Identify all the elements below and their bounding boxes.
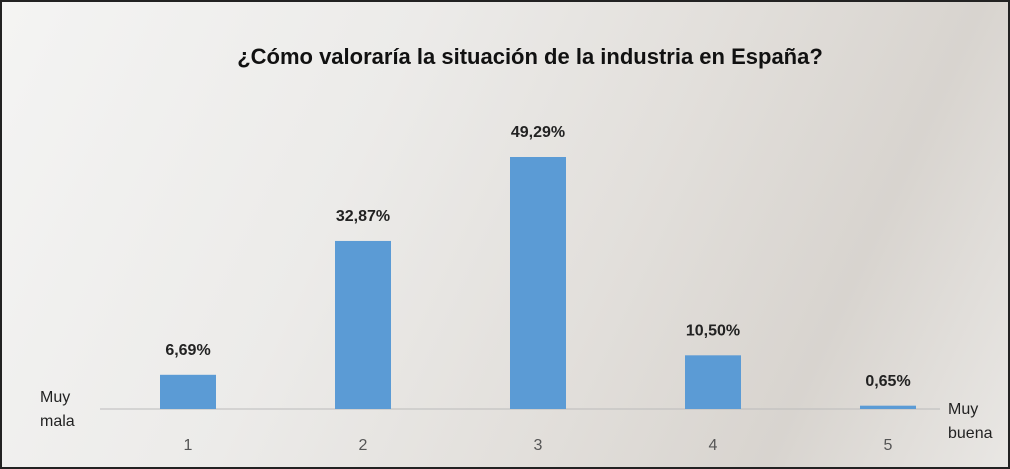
chart-title: ¿Cómo valoraría la situación de la indus… [237, 44, 823, 69]
data-label: 10,50% [686, 323, 740, 340]
x-tick-label: 2 [359, 437, 368, 454]
bar [685, 355, 741, 409]
annotation: Muy buena [948, 401, 993, 442]
data-label: 49,29% [511, 124, 565, 141]
x-tick-label: 4 [709, 437, 718, 454]
x-tick-label: 1 [184, 437, 193, 454]
data-label: 6,69% [165, 342, 210, 359]
bar [510, 157, 566, 409]
annotation: Muy mala [40, 389, 75, 430]
x-tick-label: 3 [534, 437, 543, 454]
x-tick-label: 5 [884, 437, 893, 454]
data-label: 0,65% [865, 373, 910, 390]
bar [160, 374, 216, 409]
bar [860, 405, 916, 409]
bar [335, 240, 391, 409]
data-label: 32,87% [336, 208, 390, 225]
